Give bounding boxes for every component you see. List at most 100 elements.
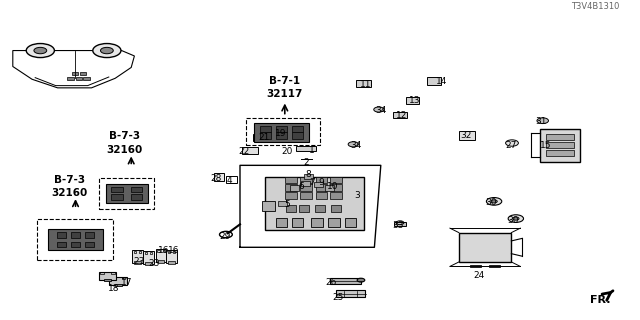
Text: 3: 3	[355, 191, 360, 200]
Bar	[106, 183, 148, 203]
Text: 9: 9	[319, 178, 324, 188]
Circle shape	[34, 47, 47, 54]
Bar	[265, 177, 365, 230]
Bar	[345, 218, 356, 227]
Text: 27: 27	[505, 141, 516, 150]
Bar	[49, 229, 102, 251]
Text: 7: 7	[310, 178, 315, 188]
Bar	[545, 150, 575, 156]
Bar	[301, 181, 310, 186]
Bar	[311, 218, 323, 227]
Bar	[285, 184, 297, 191]
Circle shape	[348, 142, 358, 147]
Bar	[242, 148, 258, 155]
Text: 16: 16	[158, 246, 170, 255]
Text: 4: 4	[227, 176, 232, 185]
Text: 14: 14	[436, 77, 447, 86]
Bar	[246, 118, 320, 145]
Text: 34: 34	[350, 141, 362, 150]
Text: 18: 18	[108, 284, 120, 293]
Bar	[325, 185, 334, 190]
Text: 5: 5	[284, 200, 289, 209]
Text: 24: 24	[473, 271, 484, 281]
Text: 10: 10	[327, 182, 339, 191]
Bar	[489, 265, 500, 267]
Bar	[292, 126, 303, 132]
Text: 30: 30	[486, 198, 497, 207]
Text: 23: 23	[134, 258, 145, 267]
Bar	[470, 265, 481, 267]
Text: 13: 13	[409, 96, 420, 105]
Bar	[314, 182, 323, 187]
Bar	[143, 252, 154, 264]
Bar	[83, 77, 90, 80]
Bar	[285, 177, 297, 183]
Bar	[328, 218, 340, 227]
Bar	[304, 174, 313, 180]
Bar	[285, 192, 297, 199]
Bar	[104, 278, 111, 281]
Bar	[139, 251, 141, 253]
Text: 11: 11	[360, 80, 372, 89]
Text: 8: 8	[306, 171, 311, 180]
Bar	[134, 261, 141, 264]
Bar	[145, 252, 147, 254]
Text: 28: 28	[211, 173, 222, 183]
Text: 19: 19	[275, 129, 286, 138]
Bar	[214, 173, 224, 181]
Bar	[168, 251, 170, 253]
Bar	[168, 261, 175, 264]
Bar	[131, 194, 142, 200]
Text: T3V4B1310: T3V4B1310	[571, 2, 620, 11]
Text: 6: 6	[298, 181, 303, 191]
Circle shape	[491, 200, 497, 203]
Bar	[290, 185, 299, 190]
Bar	[300, 192, 312, 199]
Bar	[300, 184, 312, 191]
Bar	[132, 251, 143, 263]
Circle shape	[506, 140, 518, 146]
Bar	[330, 184, 342, 191]
Bar	[316, 184, 327, 191]
Text: 2: 2	[303, 158, 308, 167]
Text: 29: 29	[220, 232, 231, 241]
Text: 22: 22	[239, 147, 250, 156]
Circle shape	[508, 215, 524, 222]
Bar	[150, 252, 152, 254]
Bar	[331, 204, 341, 212]
Bar	[76, 77, 82, 80]
Circle shape	[486, 197, 502, 205]
Text: 31: 31	[535, 117, 547, 126]
Text: 16: 16	[168, 246, 180, 255]
Bar	[406, 97, 419, 104]
Bar	[109, 277, 127, 285]
Bar	[276, 218, 287, 227]
Bar	[356, 80, 371, 87]
Bar	[330, 278, 361, 284]
Bar	[540, 129, 580, 162]
Bar	[330, 192, 342, 199]
Bar	[122, 277, 125, 279]
Bar	[57, 242, 66, 247]
Circle shape	[26, 44, 54, 58]
Bar	[394, 222, 406, 226]
Bar	[460, 131, 476, 140]
Bar	[173, 251, 175, 253]
Circle shape	[93, 44, 121, 58]
Text: 34: 34	[376, 106, 387, 115]
Bar	[299, 204, 309, 212]
Bar	[85, 232, 94, 238]
Bar	[262, 201, 275, 211]
Text: 30: 30	[508, 216, 519, 225]
Text: 1: 1	[310, 147, 315, 156]
Text: 12: 12	[396, 111, 408, 120]
Bar	[99, 272, 116, 280]
Bar	[226, 176, 237, 183]
Bar	[85, 242, 94, 247]
Bar	[57, 232, 66, 238]
Bar	[99, 178, 154, 209]
Bar	[278, 201, 287, 206]
Bar	[427, 77, 441, 85]
Text: 26: 26	[326, 278, 337, 287]
Bar	[134, 251, 136, 253]
